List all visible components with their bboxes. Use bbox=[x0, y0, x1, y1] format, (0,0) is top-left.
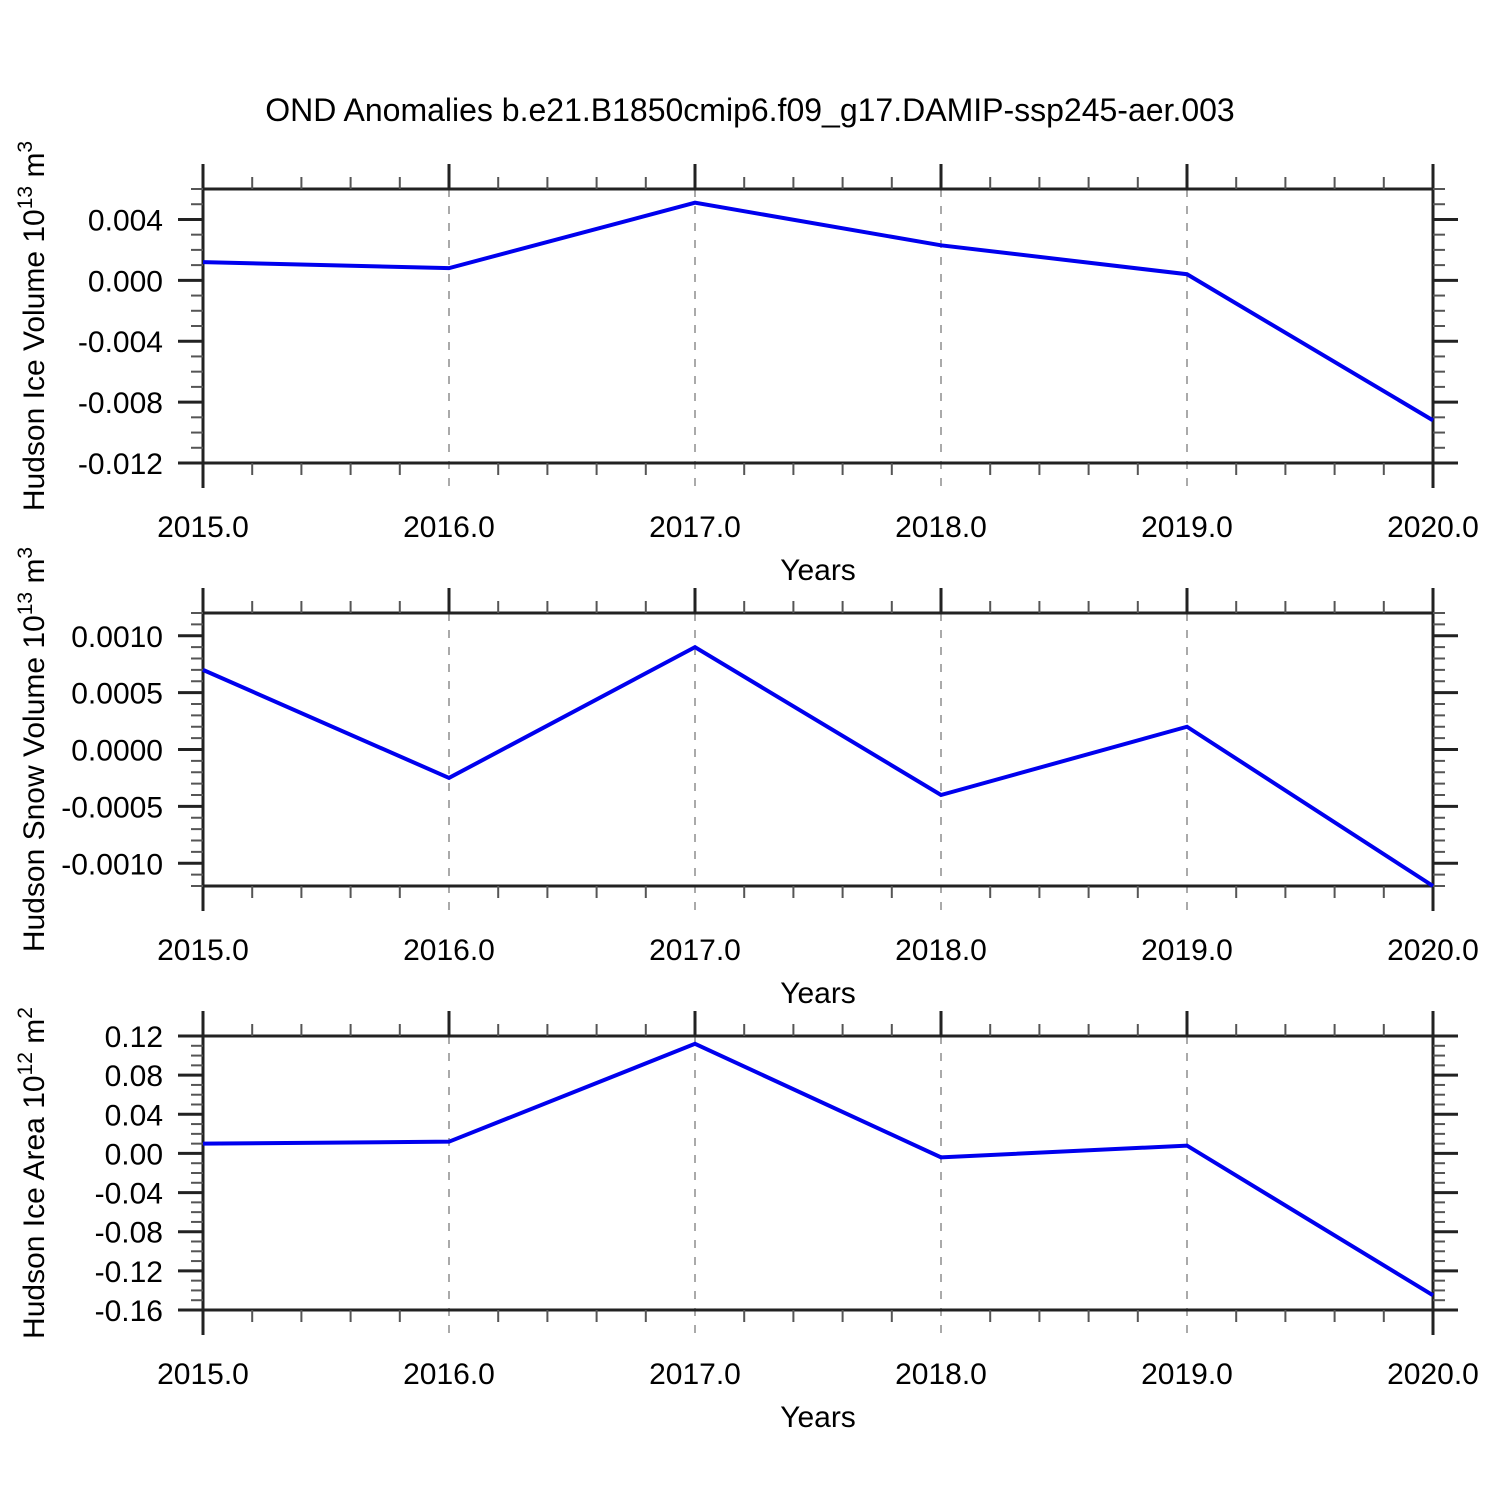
x-axis-tick-label: 2019.0 bbox=[1141, 1358, 1233, 1391]
x-axis-tick-label: 2015.0 bbox=[157, 1358, 249, 1391]
x-axis-label: Years bbox=[780, 554, 856, 587]
y-axis-label: Hudson Ice Area 1012 m2 bbox=[14, 1007, 51, 1339]
y-axis-tick-label: -0.004 bbox=[78, 326, 163, 359]
y-axis-tick-label: 0.0000 bbox=[71, 735, 163, 768]
data-line bbox=[202, 1041, 1435, 1298]
x-axis-tick-label: 2019.0 bbox=[1141, 511, 1233, 544]
y-axis-tick-label: 0.04 bbox=[105, 1099, 163, 1132]
y-axis-tick-label: 0.12 bbox=[105, 1021, 163, 1054]
x-axis-tick-label: 2017.0 bbox=[649, 934, 741, 967]
x-axis-tick-label: 2020.0 bbox=[1387, 1358, 1479, 1391]
y-axis-tick-label: 0.0005 bbox=[71, 678, 163, 711]
x-axis-tick-label: 2018.0 bbox=[895, 1358, 987, 1391]
y-axis-tick-label: -0.0005 bbox=[61, 791, 163, 824]
y-axis-tick-label: -0.012 bbox=[78, 448, 163, 481]
x-axis-tick-label: 2018.0 bbox=[895, 934, 987, 967]
x-axis-tick-label: 2016.0 bbox=[403, 1358, 495, 1391]
plot-frame bbox=[201, 187, 1435, 465]
y-axis-tick-label: 0.004 bbox=[88, 204, 163, 237]
chart-title: OND Anomalies b.e21.B1850cmip6.f09_g17.D… bbox=[265, 92, 1235, 128]
y-axis-tick-label: 0.0010 bbox=[71, 621, 163, 654]
x-axis-tick-label: 2020.0 bbox=[1387, 934, 1479, 967]
x-axis-label: Years bbox=[780, 977, 856, 1010]
x-axis-tick-label: 2019.0 bbox=[1141, 934, 1233, 967]
y-axis-tick-label: 0.00 bbox=[105, 1138, 163, 1171]
x-axis-label: Years bbox=[780, 1401, 856, 1434]
x-axis-tick-label: 2017.0 bbox=[649, 1358, 741, 1391]
y-axis-label: Hudson Ice Volume 1013 m3 bbox=[14, 141, 51, 511]
y-axis-label: Hudson Snow Volume 1013 m3 bbox=[14, 547, 51, 952]
y-axis-tick-label: 0.08 bbox=[105, 1060, 163, 1093]
y-axis-tick-label: -0.04 bbox=[95, 1178, 163, 1211]
y-axis-tick-label: -0.08 bbox=[95, 1217, 163, 1250]
x-axis-tick-label: 2017.0 bbox=[649, 511, 741, 544]
data-line bbox=[202, 200, 1435, 423]
x-axis-tick-label: 2020.0 bbox=[1387, 511, 1479, 544]
y-axis-tick-label: -0.12 bbox=[95, 1256, 163, 1289]
y-axis-tick-label: -0.008 bbox=[78, 387, 163, 420]
data-line bbox=[202, 644, 1435, 888]
y-axis-tick-label: -0.0010 bbox=[61, 848, 163, 881]
x-axis-tick-label: 2015.0 bbox=[157, 934, 249, 967]
plot-frame bbox=[201, 1034, 1435, 1312]
y-axis-tick-label: 0.000 bbox=[88, 265, 163, 298]
y-axis-tick-label: -0.16 bbox=[95, 1295, 163, 1328]
x-axis-tick-label: 2015.0 bbox=[157, 511, 249, 544]
x-axis-tick-label: 2016.0 bbox=[403, 934, 495, 967]
x-axis-tick-label: 2018.0 bbox=[895, 511, 987, 544]
x-axis-tick-label: 2016.0 bbox=[403, 511, 495, 544]
